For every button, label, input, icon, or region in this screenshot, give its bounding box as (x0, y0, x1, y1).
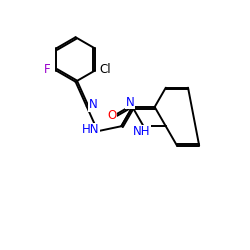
Text: Cl: Cl (100, 63, 111, 76)
Text: N: N (88, 98, 97, 111)
Text: N: N (126, 96, 135, 108)
Text: NH: NH (133, 125, 150, 138)
Text: HN: HN (82, 124, 100, 136)
Text: O: O (108, 109, 117, 122)
Text: F: F (44, 63, 50, 76)
